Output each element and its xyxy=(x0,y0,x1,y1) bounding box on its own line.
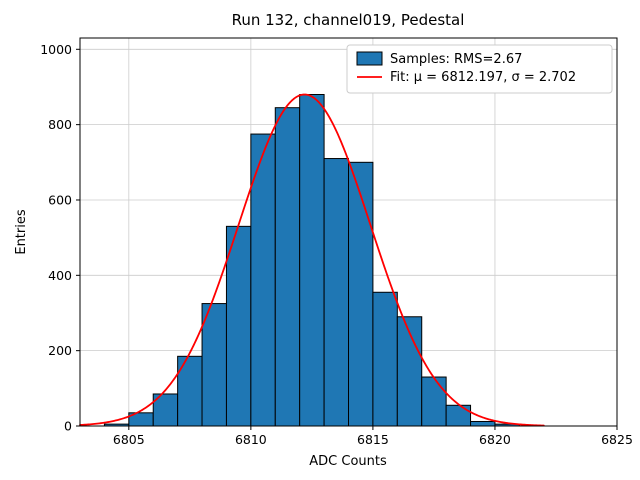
histogram-bar xyxy=(421,376,447,427)
histogram-bar xyxy=(250,133,276,427)
x-axis-label: ADC Counts xyxy=(309,454,387,469)
histogram-bar xyxy=(299,94,325,427)
legend-patch-samples xyxy=(356,51,383,66)
y-tick-label: 0 xyxy=(64,419,72,434)
histogram-bar xyxy=(372,291,398,427)
histogram-bar xyxy=(470,420,496,427)
x-tick-label: 6825 xyxy=(601,432,633,447)
histogram-bar xyxy=(396,316,423,427)
histogram-bar xyxy=(225,225,252,427)
axis-ticks: 6805 6810 6815 6820 6825 0 200 400 600 800 1000 xyxy=(40,42,633,447)
axes-frame xyxy=(79,37,618,427)
y-tick-label: 800 xyxy=(48,117,72,132)
y-tick-label: 400 xyxy=(48,268,72,283)
x-tick-label: 6815 xyxy=(357,432,389,447)
legend-frame xyxy=(346,44,613,94)
histogram-bars xyxy=(103,94,520,427)
x-tick-label: 6810 xyxy=(235,432,267,447)
y-tick-label: 600 xyxy=(48,192,72,207)
y-tick-label: 1000 xyxy=(40,42,72,57)
x-tick-label: 6805 xyxy=(113,432,145,447)
y-axis-label: Entries xyxy=(14,209,29,255)
y-tick-label: 200 xyxy=(48,343,72,358)
histogram-bar xyxy=(323,158,349,427)
histogram-bar xyxy=(445,404,472,427)
legend-label-fit: Fit: μ = 6812.197, σ = 2.702 xyxy=(390,70,576,85)
histogram-bar xyxy=(201,303,227,427)
histogram-bar xyxy=(348,161,374,427)
x-tick-label: 6820 xyxy=(479,432,511,447)
legend-label-samples: Samples: RMS=2.67 xyxy=(390,52,522,67)
fit-curve xyxy=(79,93,545,427)
legend: Samples: RMS=2.67 Fit: μ = 6812.197, σ =… xyxy=(346,44,613,94)
chart-title: Run 132, channel019, Pedestal xyxy=(232,11,465,29)
histogram-bar xyxy=(274,107,301,427)
